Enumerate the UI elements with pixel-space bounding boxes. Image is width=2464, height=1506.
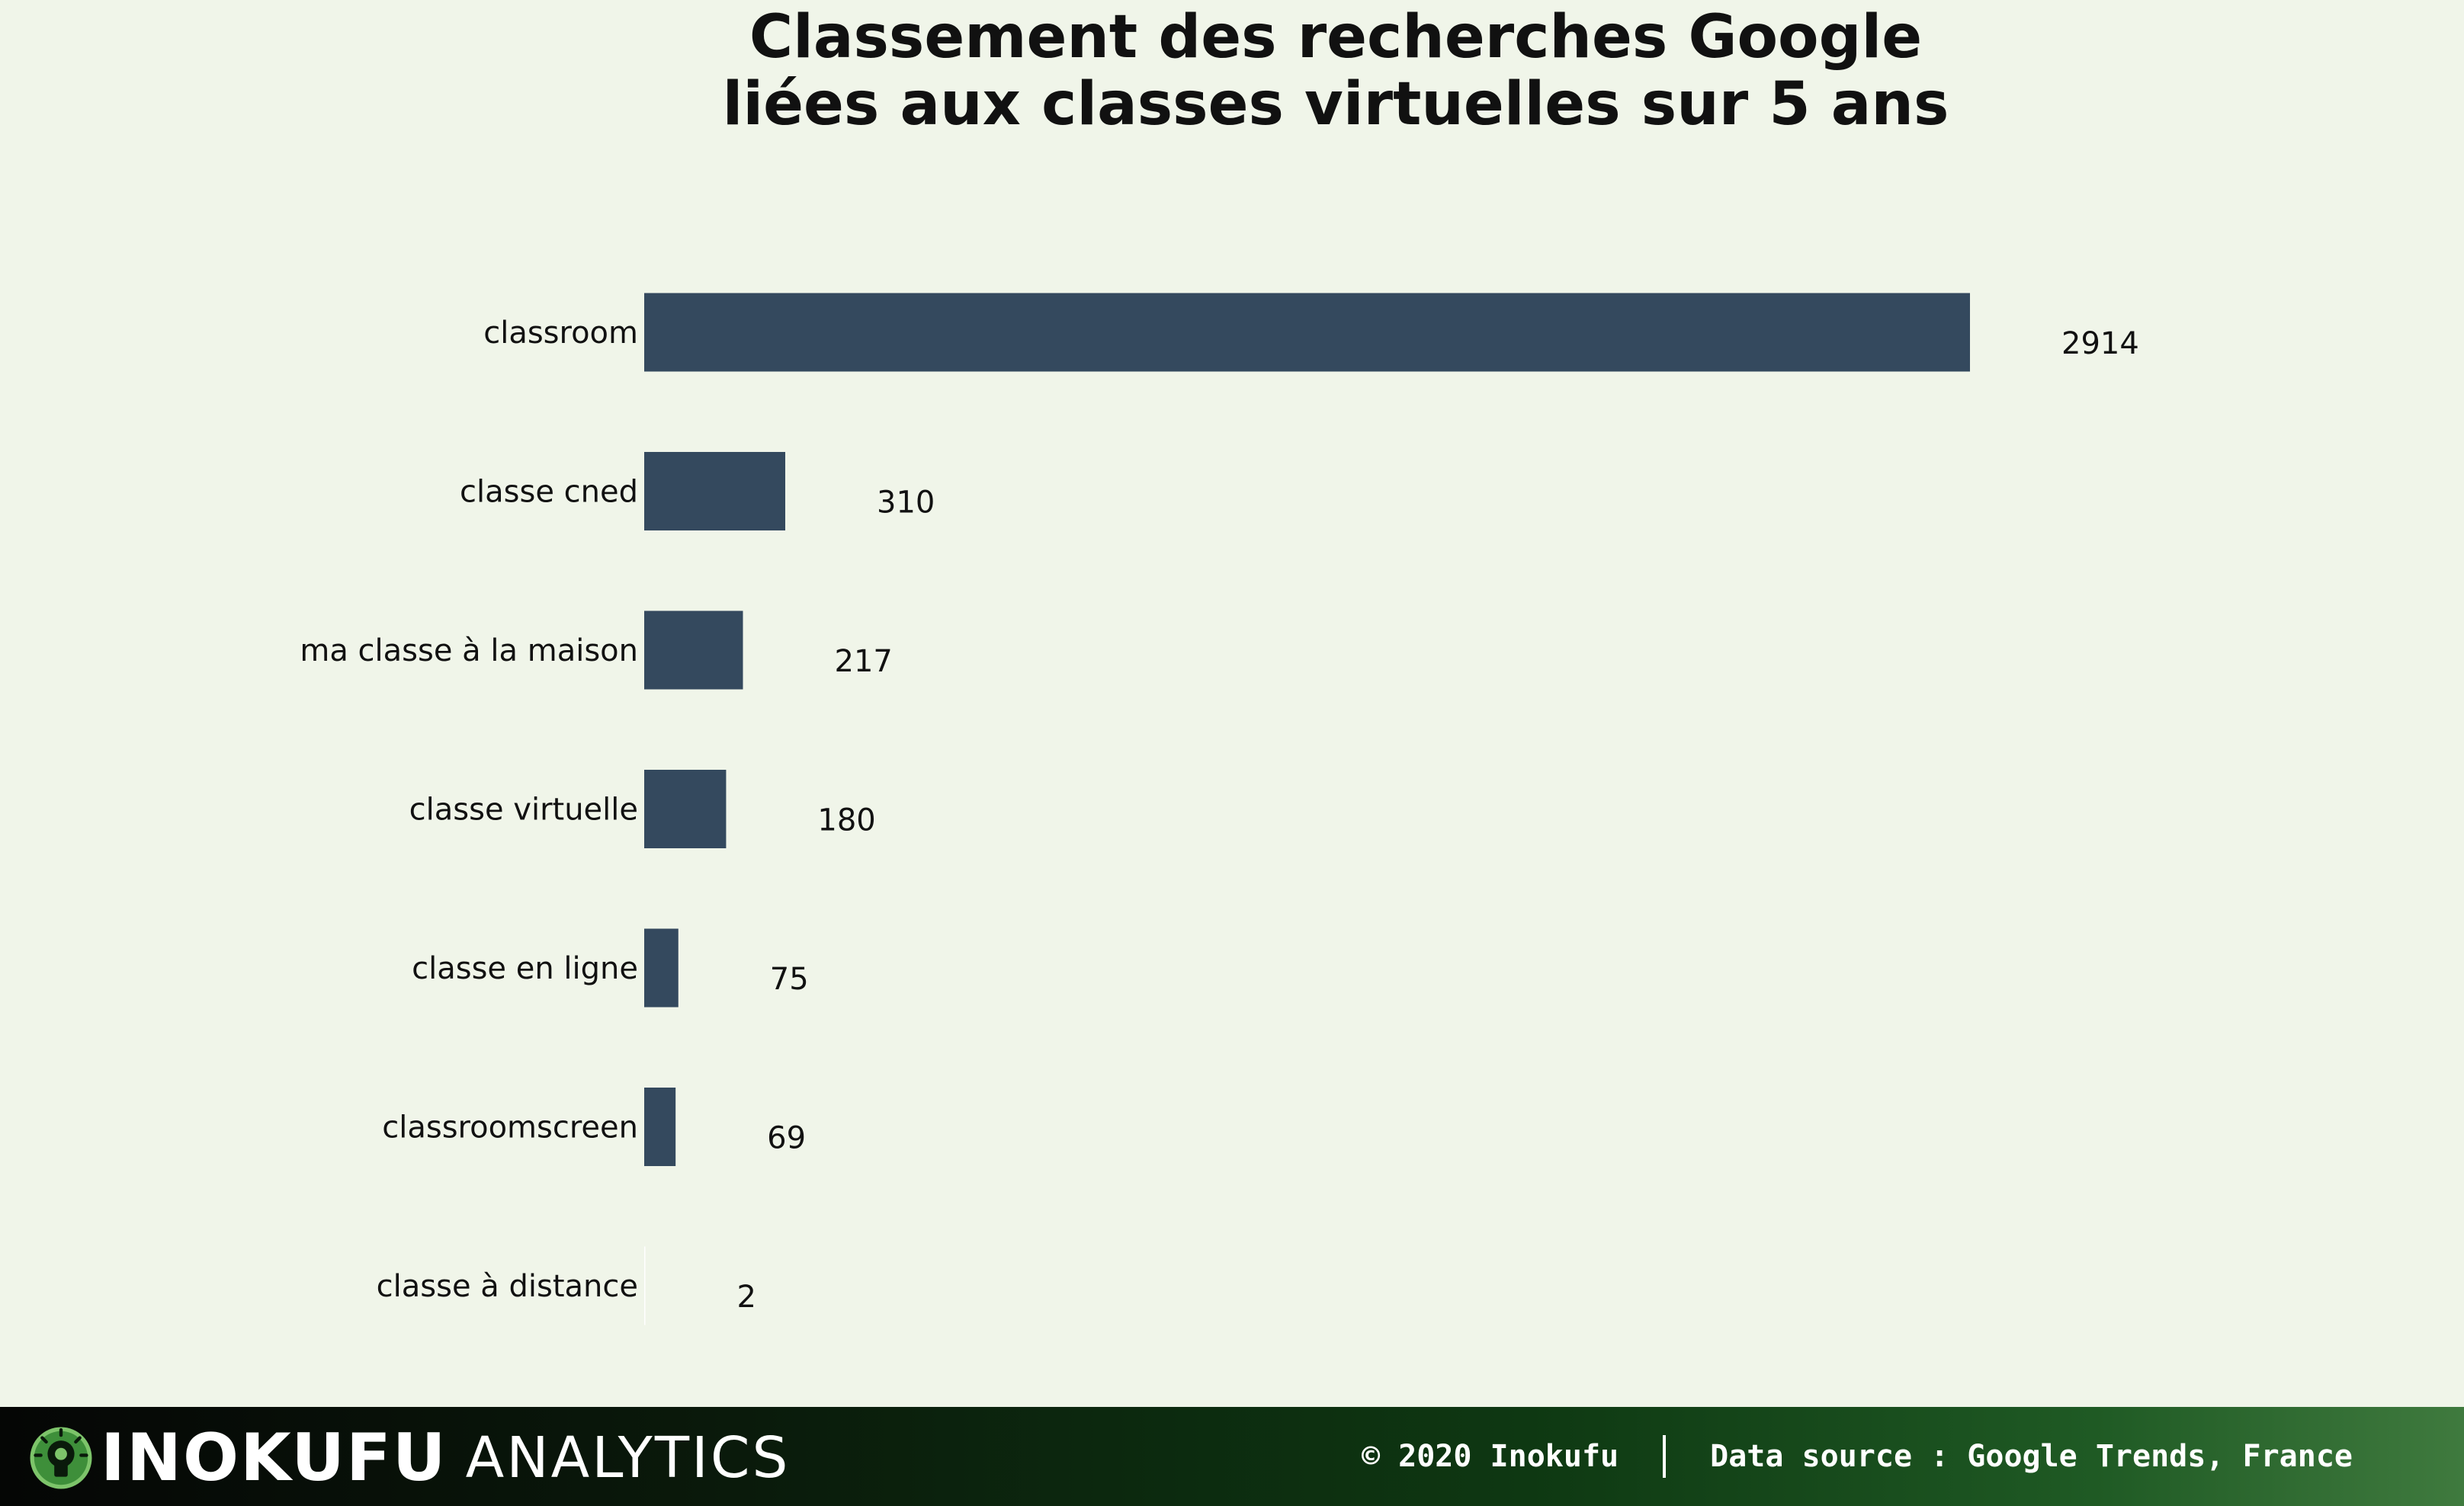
value-label-1: 310 bbox=[877, 485, 935, 521]
category-label-5: classroomscreen bbox=[382, 1110, 638, 1146]
category-label-0: classroom bbox=[483, 316, 638, 351]
category-label-1: classe cned bbox=[460, 475, 638, 510]
chart-title-line-2: liées aux classes virtuelles sur 5 ans bbox=[722, 70, 1949, 139]
category-label-2: ma classe à la maison bbox=[300, 633, 638, 668]
category-label-4: classe en ligne bbox=[412, 951, 638, 986]
value-label-0: 2914 bbox=[2061, 326, 2139, 361]
footer-credits: © 2020 Inokufu Data source : Google Tren… bbox=[1362, 1430, 2353, 1483]
value-label-3: 180 bbox=[817, 803, 875, 838]
brand-name: INOKUFU bbox=[101, 1420, 448, 1496]
bar-2 bbox=[644, 610, 743, 690]
brand-subtitle: ANALYTICS bbox=[465, 1425, 791, 1491]
value-label-6: 2 bbox=[737, 1280, 756, 1315]
category-label-3: classe virtuelle bbox=[409, 793, 638, 828]
footer-bar: INOKUFU ANALYTICS © 2020 Inokufu Data so… bbox=[0, 1407, 2464, 1506]
category-label-6: classe à distance bbox=[377, 1269, 638, 1304]
bar-chart: classroom 2914 classe cned 310 ma classe à l… bbox=[300, 293, 2139, 1325]
inokufu-logo: INOKUFU ANALYTICS bbox=[27, 1424, 791, 1492]
bar-3 bbox=[644, 770, 727, 848]
footer-separator bbox=[1663, 1435, 1667, 1478]
chart-title-line-1: Classement des recherches Google bbox=[749, 3, 1923, 72]
lightbulb-icon bbox=[30, 1427, 92, 1489]
bar-0 bbox=[644, 293, 1970, 372]
bar-5 bbox=[644, 1088, 676, 1166]
value-label-5: 69 bbox=[767, 1121, 806, 1156]
value-label-4: 75 bbox=[770, 962, 809, 997]
data-source-text: Data source : Google Trends, France bbox=[1710, 1439, 2353, 1474]
copyright-text: © 2020 Inokufu bbox=[1361, 1439, 1619, 1474]
bar-1 bbox=[644, 452, 785, 530]
bar-6 bbox=[644, 1246, 646, 1325]
bar-4 bbox=[644, 928, 679, 1008]
value-label-2: 217 bbox=[835, 644, 893, 679]
